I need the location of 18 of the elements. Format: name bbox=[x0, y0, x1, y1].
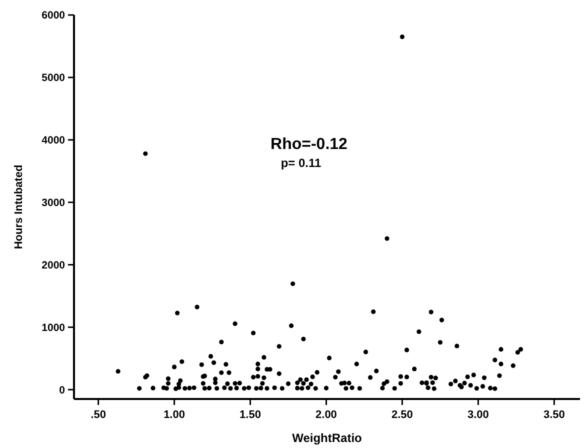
x-tick-label: 3.00 bbox=[467, 409, 489, 421]
x-tick-label: 1.00 bbox=[164, 409, 185, 421]
y-tick-label: 2000 bbox=[42, 259, 66, 272]
annotation: Rho=-0.12 bbox=[270, 136, 348, 153]
annotation: p= 0.11 bbox=[280, 156, 322, 170]
y-tick-label: 3000 bbox=[42, 196, 66, 209]
y-tick-label: 1000 bbox=[42, 322, 66, 334]
y-tick-label: 0 bbox=[59, 384, 66, 396]
y-tick-label: 6000 bbox=[42, 10, 66, 22]
y-tick-label: 5000 bbox=[42, 72, 66, 84]
y-axis-title: Hours Intubated bbox=[13, 164, 25, 250]
x-tick-label: 3.50 bbox=[543, 409, 565, 421]
x-axis-title: WeightRatio bbox=[292, 431, 362, 445]
x-tick-label: 1.50 bbox=[240, 409, 261, 421]
x-tick-label: .50 bbox=[90, 409, 106, 421]
x-tick-label: 2.00 bbox=[316, 409, 337, 421]
y-tick-label: 4000 bbox=[42, 134, 66, 147]
x-tick-label: 2.50 bbox=[392, 409, 413, 421]
